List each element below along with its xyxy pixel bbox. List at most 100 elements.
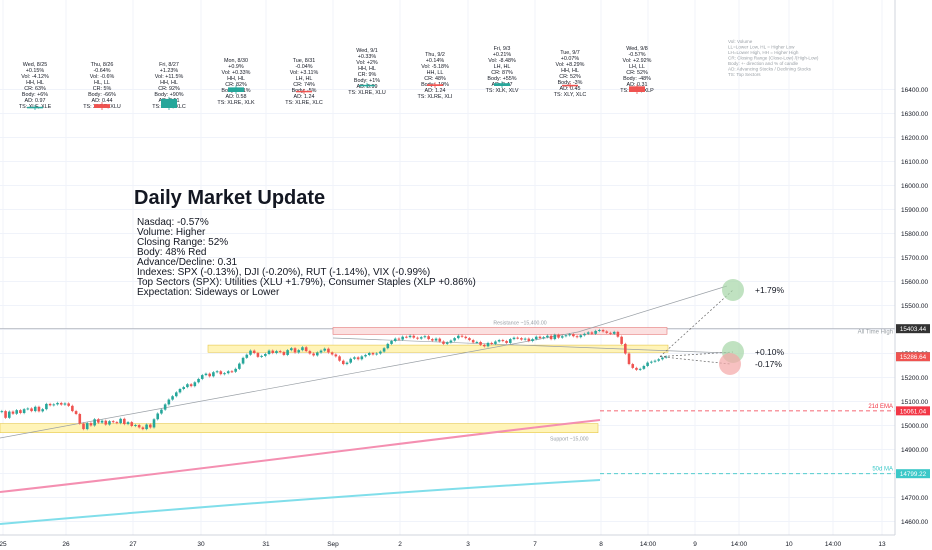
zones: All Time High Resistance ~15,400.00 Suppor…	[0, 285, 895, 443]
candle-body	[449, 340, 453, 343]
candle-body	[271, 350, 275, 354]
candle-body	[542, 337, 545, 339]
candle-body	[646, 362, 649, 366]
day-note-line: Vol: +3.11%	[290, 70, 319, 76]
day-note-line: Wed, 9/8	[626, 46, 647, 52]
x-tick-label: 25	[0, 541, 7, 548]
candle-body	[624, 343, 627, 354]
day-note-line: TS: XLK, XLV	[486, 88, 519, 94]
candle-body	[174, 392, 178, 397]
candle-body	[334, 354, 338, 357]
candle-body	[182, 387, 185, 390]
candle-body	[293, 348, 297, 353]
x-tick-label: 8	[599, 541, 603, 548]
projection-target	[719, 353, 741, 375]
ath-label: All Time High	[858, 330, 893, 336]
day-note-line: Thu, 8/26	[91, 62, 114, 68]
candle-body	[642, 365, 646, 369]
candle-body	[93, 419, 96, 426]
time-axis[interactable]: 25 26 27 30 31 Sep 2 3 7 8 14:00 9 14:00 10 14:00 13	[0, 534, 895, 548]
candle-body	[523, 338, 527, 340]
candle-body	[282, 352, 286, 355]
candle-body	[586, 332, 590, 334]
candle-body	[520, 338, 523, 340]
candle-body	[657, 359, 661, 361]
day-note-line: AD: 1.24	[425, 88, 446, 94]
candle-body	[620, 336, 623, 344]
candle-body	[301, 347, 304, 351]
candle-body	[59, 402, 63, 405]
candle-body	[56, 402, 59, 405]
candle-body	[137, 425, 141, 428]
support-zone	[0, 423, 599, 433]
candle-body	[323, 348, 327, 351]
candle-body	[527, 338, 531, 342]
candle-body	[130, 422, 134, 426]
candle-body	[560, 336, 564, 338]
x-tick-label: 7	[533, 541, 537, 548]
day-note-line: -0.64%	[93, 68, 110, 74]
candle-body	[290, 348, 293, 351]
candle-body	[241, 357, 245, 364]
candle-body	[401, 336, 404, 340]
candle-body	[197, 378, 200, 383]
x-tick-label: 31	[262, 541, 270, 548]
candle-body	[531, 339, 534, 342]
candle-body	[297, 350, 301, 353]
projection-target	[722, 279, 744, 301]
summary-line: Indexes: SPX (-0.13%), DJI (-0.20%), RUT…	[137, 267, 430, 278]
y-tick-label: 15600.00	[901, 279, 928, 286]
day-note-line: +0.33%	[358, 54, 377, 60]
mini-candle-body	[161, 98, 177, 108]
day-note-line: AD: 0.97	[25, 98, 46, 104]
x-tick-label: Sep	[327, 541, 339, 548]
candle-body	[22, 409, 26, 414]
candle-body	[605, 331, 609, 333]
day-note-line: Vol: +2%	[356, 60, 378, 66]
day-note-line: TS: XLY, XLC	[554, 92, 587, 98]
x-tick-label: 14:00	[825, 541, 842, 548]
summary-line: Body: 48% Red	[137, 247, 207, 258]
candle-body	[267, 350, 271, 354]
mini-candle-body	[359, 84, 375, 87]
candle-body	[119, 418, 122, 424]
candle-body	[598, 329, 601, 331]
day-note-line: CR: 87%	[491, 70, 513, 76]
day-note-line: CR: 52%	[626, 70, 648, 76]
day-note-line: Body: -48%	[623, 76, 651, 82]
candle-body	[33, 406, 37, 412]
y-tick-label: 15100.00	[901, 399, 928, 406]
candle-body	[249, 350, 252, 355]
candle-body	[494, 341, 497, 344]
candle-body	[215, 371, 219, 373]
candle-body	[508, 339, 512, 343]
candle-body	[431, 339, 434, 341]
candle-body	[145, 424, 148, 430]
candle-body	[609, 332, 612, 334]
price-axis[interactable]: 14600.0014700.0014800.0014900.0015000.00…	[894, 0, 930, 535]
legend-key-line: CR: Closing Range (Close-Low) /(High-Low…	[728, 56, 819, 61]
y-tick-label: 15900.00	[901, 207, 928, 214]
day-note-line: CR: 74%	[293, 82, 315, 88]
mini-candle-body	[494, 83, 510, 86]
candle-body	[100, 420, 104, 423]
projection-label: +1.79%	[755, 285, 785, 295]
candle-body	[612, 331, 616, 334]
candle-body	[579, 335, 583, 338]
candle-body	[371, 353, 375, 355]
candle-body	[4, 411, 7, 418]
day-note-line: HH, HL	[227, 76, 245, 82]
day-note-line: CR: 92%	[158, 86, 180, 92]
candle-body	[568, 334, 571, 336]
mini-candle-body	[427, 84, 443, 86]
candle-body	[171, 396, 174, 400]
y-tick-label: 14900.00	[901, 447, 928, 454]
candle-body	[412, 335, 416, 338]
day-note-line: TS: XLRE, XLU	[348, 90, 386, 96]
candle-body	[427, 336, 430, 340]
price-label: 15403.44	[900, 326, 927, 333]
